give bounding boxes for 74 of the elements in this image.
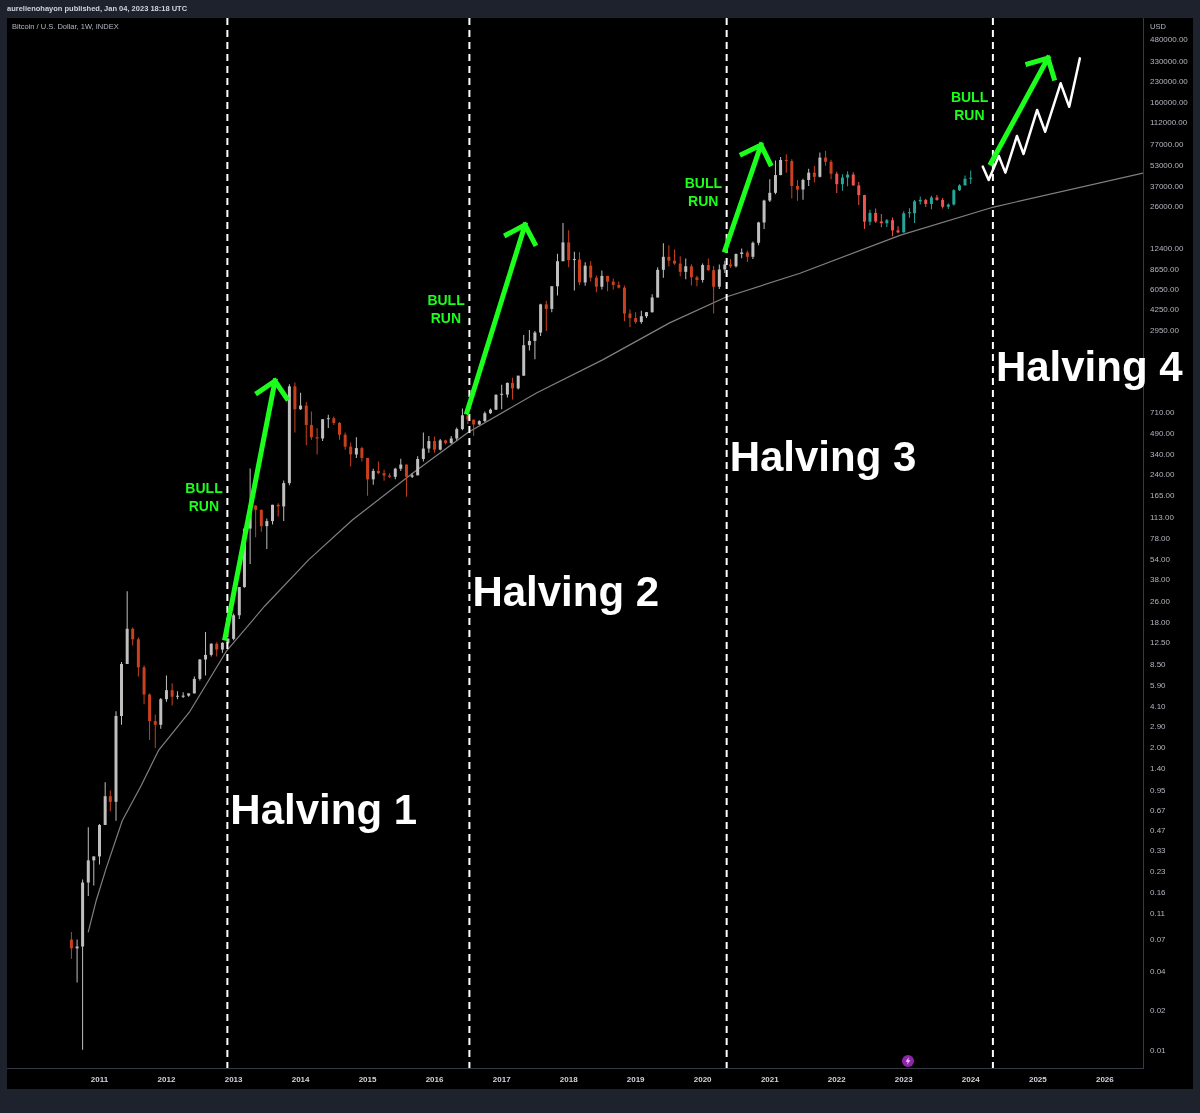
y-tick-label: 0.02 [1150,1006,1167,1016]
y-tick-label: 54.00 [1150,554,1171,564]
y-tick-label: 0.16 [1150,887,1167,897]
x-tick-label: 2018 [559,1075,579,1084]
y-tick-label: 0.04 [1150,966,1167,976]
y-tick-label: 1.40 [1150,763,1167,773]
candlestick [92,856,96,886]
x-tick-label: 2022 [827,1075,847,1084]
y-tick-label: 330000.00 [1150,56,1189,66]
y-tick-label: 6050.00 [1150,285,1180,295]
y-tick-label: 26.00 [1150,596,1171,606]
y-tick-label: 26000.00 [1150,201,1184,211]
y-tick-label: 37000.00 [1150,181,1184,191]
annotation: BULL RUN [684,174,722,211]
x-tick-label: 2015 [358,1075,378,1084]
x-tick-label: 2023 [894,1075,914,1084]
x-tick-label: 2017 [492,1075,512,1084]
x-tick-label: 2025 [1028,1075,1048,1084]
y-tick-label: 18.00 [1150,617,1171,627]
y-tick-label: 490.00 [1150,428,1176,438]
y-tick-label: 2950.00 [1150,326,1180,336]
y-tick-label: 77000.00 [1150,139,1184,149]
candlestick [784,154,788,173]
annotation: BULL RUN [427,290,465,327]
y-tick-label: 4250.00 [1150,305,1180,315]
x-tick-label: 2019 [626,1075,646,1084]
ref-line-label: Halving 4 [995,343,1183,391]
ref-line-label: Halving 3 [729,432,917,480]
y-tick-label: 0.33 [1150,846,1167,856]
y-tick-label: 78.00 [1150,533,1171,543]
y-tick-label: 12.50 [1150,638,1171,648]
annotation: BULL RUN [185,478,223,515]
annotation: BULL RUN [950,87,989,124]
x-tick-label: 2021 [760,1075,780,1084]
y-tick-label: 240.00 [1150,469,1176,479]
y-tick-label: 0.07 [1150,934,1167,944]
y-tick-label: 113.00 [1150,512,1175,522]
y-tick-label: 340.00 [1150,449,1176,459]
candlestick [326,414,330,429]
y-tick-label: 0.11 [1150,908,1166,918]
x-tick-label: 2024 [961,1075,981,1084]
y-tick-label: 480000.00 [1150,35,1189,45]
y-tick-label: 4.10 [1150,702,1167,712]
y-tick-label: 8.50 [1150,660,1167,670]
x-tick-label: 2013 [224,1075,244,1084]
candlestick [907,208,911,218]
x-tick-label: 2020 [693,1075,713,1084]
candlestick [572,251,576,291]
y-tick-label: 8650.00 [1150,264,1180,274]
y-tick-label: 12400.00 [1150,244,1184,254]
y-tick-label: 0.67 [1150,805,1167,815]
candlestick [500,384,504,410]
y-tick-label: 165.00 [1150,490,1176,500]
x-tick-label: 2016 [425,1075,444,1084]
y-tick-label: 2.00 [1150,743,1167,753]
x-tick-label: 2026 [1095,1075,1115,1084]
y-tick-label: 112000.00 [1150,118,1188,128]
y-tick-label: 0.47 [1150,825,1167,835]
ref-line-label: Halving 2 [472,567,660,615]
y-tick-label: 230000.00 [1150,77,1189,87]
y-tick-label: 0.95 [1150,785,1167,795]
x-tick-label: 2011 [90,1075,109,1084]
x-tick-label: 2014 [291,1075,311,1084]
y-tick-label: 5.90 [1150,681,1167,691]
y-tick-label: 710.00 [1150,407,1176,417]
x-tick-label: 2012 [157,1075,176,1084]
y-tick-label: 0.23 [1150,866,1167,876]
y-tick-label: 2.90 [1150,721,1167,731]
ref-line-label: Halving 1 [230,785,418,833]
y-tick-label: 53000.00 [1150,161,1184,171]
y-tick-label: 38.00 [1150,574,1171,584]
y-tick-label: 0.01 [1150,1045,1167,1055]
candlestick [969,170,973,185]
y-tick-label: 160000.00 [1150,97,1189,107]
